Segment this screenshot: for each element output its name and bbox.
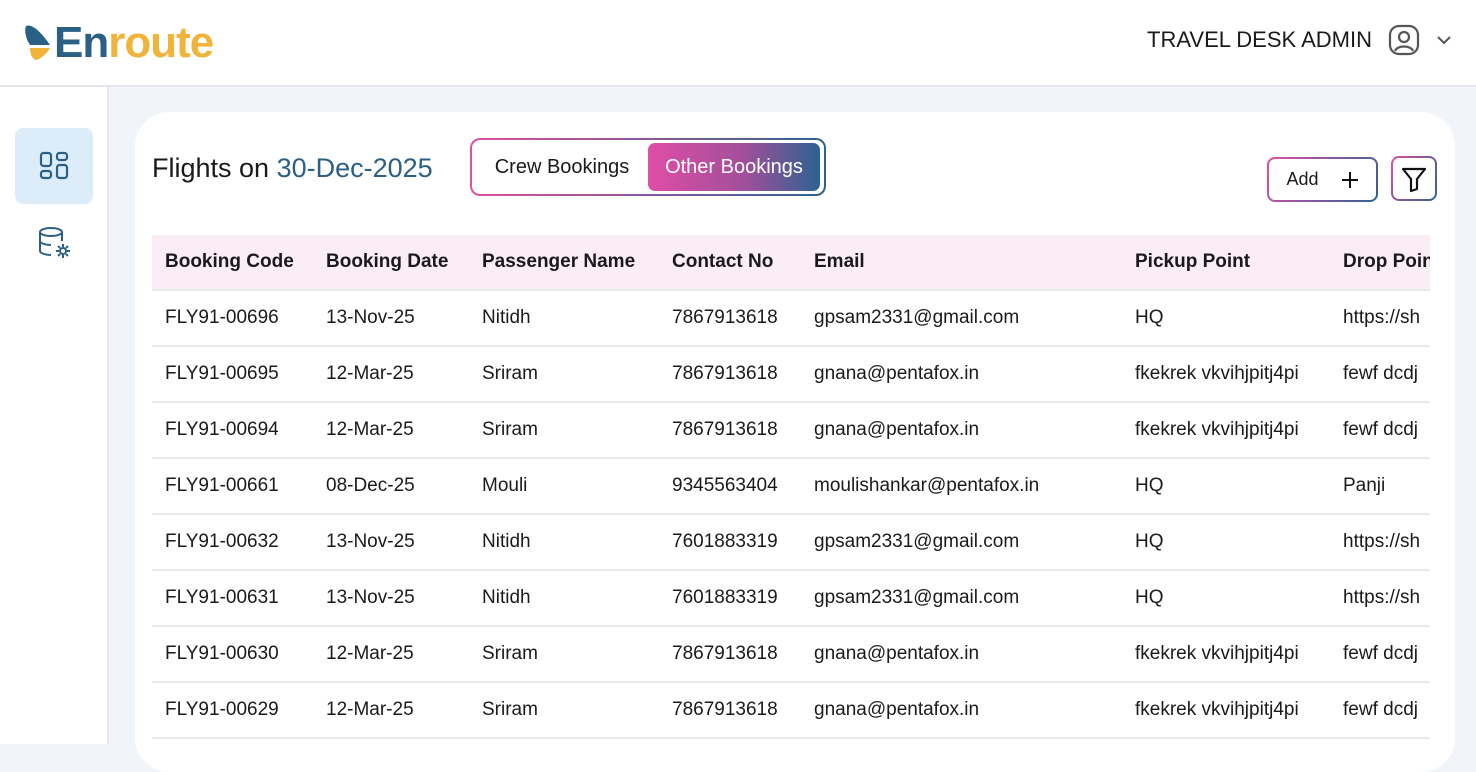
tab-other-bookings[interactable]: Other Bookings <box>648 143 820 191</box>
column-header[interactable]: Booking Code <box>152 235 313 291</box>
filter-icon <box>1401 167 1427 192</box>
table-cell: HQ <box>1122 570 1330 627</box>
column-header[interactable]: Contact No <box>659 235 801 291</box>
table-cell: FLY91-00695 <box>152 346 313 403</box>
table-cell: 7867913618 <box>659 682 801 739</box>
table-cell: FLY91-00696 <box>152 290 313 347</box>
logo-text-en: En <box>54 18 109 67</box>
title-prefix: Flights on <box>152 153 270 183</box>
table-cell: 13-Nov-25 <box>313 570 469 627</box>
table-cell: Sriram <box>469 682 659 739</box>
table-row[interactable]: FLY91-00631 13-Nov-25 Nitidh 7601883319 gpsa… <box>152 570 1430 627</box>
user-name: TRAVEL DESK ADMIN <box>1147 27 1372 52</box>
table-cell: gnana@pentafox.in <box>801 626 1122 683</box>
table-cell: fewf dcdj <box>1330 402 1430 459</box>
table-cell: gnana@pentafox.in <box>801 402 1122 459</box>
sidebar-item-database-settings[interactable] <box>15 204 93 280</box>
table-cell: gpsam2331@gmail.com <box>801 570 1122 627</box>
table-cell: 12-Mar-25 <box>313 682 469 739</box>
column-header[interactable]: Passenger Name <box>469 235 659 291</box>
table-cell: Nitidh <box>469 570 659 627</box>
table-cell: 13-Nov-25 <box>313 514 469 571</box>
table-cell: FLY91-00632 <box>152 514 313 571</box>
user-menu[interactable]: TRAVEL DESK ADMIN <box>1147 24 1452 56</box>
table-cell: fkekrek vkvihjpitj4pi <box>1122 346 1330 403</box>
table-cell: HQ <box>1122 514 1330 571</box>
filter-button[interactable] <box>1391 156 1437 201</box>
bookings-table: Booking Code Booking Date Passenger Name Co… <box>152 235 1430 739</box>
enroute-logo[interactable]: En route <box>24 18 214 68</box>
table-cell: Sriram <box>469 402 659 459</box>
plus-icon <box>1341 171 1358 188</box>
booking-type-toggle: Crew Bookings Other Bookings <box>470 138 826 196</box>
table-cell: HQ <box>1122 458 1330 515</box>
title-date: 30-Dec-2025 <box>276 153 433 183</box>
sidebar <box>0 87 109 744</box>
table-cell: 08-Dec-25 <box>313 458 469 515</box>
table-cell: FLY91-00631 <box>152 570 313 627</box>
add-label: Add <box>1286 169 1319 189</box>
user-avatar-icon <box>1388 24 1420 56</box>
table-row[interactable]: FLY91-00630 12-Mar-25 Sriram 7867913618 gnan… <box>152 626 1430 683</box>
table-cell: FLY91-00661 <box>152 458 313 515</box>
table-cell: Mouli <box>469 458 659 515</box>
table-cell: FLY91-00630 <box>152 626 313 683</box>
table-cell: 13-Nov-25 <box>313 290 469 347</box>
page-title: Flights on 30-Dec-2025 <box>152 153 433 184</box>
column-header[interactable]: Pickup Point <box>1122 235 1330 291</box>
column-header[interactable]: Email <box>801 235 1122 291</box>
table-cell: https://sh <box>1330 290 1430 347</box>
table-row[interactable]: FLY91-00694 12-Mar-25 Sriram 7867913618 gnan… <box>152 402 1430 459</box>
table-cell: Panji <box>1330 458 1430 515</box>
table-cell: Nitidh <box>469 290 659 347</box>
table-cell: https://sh <box>1330 570 1430 627</box>
table-cell: 7867913618 <box>659 290 801 347</box>
table-cell: 7867913618 <box>659 346 801 403</box>
table-cell: https://sh <box>1330 514 1430 571</box>
tab-crew-bookings[interactable]: Crew Bookings <box>494 155 630 178</box>
table-cell: gnana@pentafox.in <box>801 682 1122 739</box>
table-cell: fewf dcdj <box>1330 346 1430 403</box>
table-header-row: Booking Code Booking Date Passenger Name Co… <box>152 235 1430 291</box>
table-cell: FLY91-00694 <box>152 402 313 459</box>
table-cell: fkekrek vkvihjpitj4pi <box>1122 402 1330 459</box>
table-row[interactable]: FLY91-00629 12-Mar-25 Sriram 7867913618 gnan… <box>152 682 1430 739</box>
table-cell: gpsam2331@gmail.com <box>801 290 1122 347</box>
table-cell: 7601883319 <box>659 514 801 571</box>
table-cell: Nitidh <box>469 514 659 571</box>
table-cell: 7867913618 <box>659 402 801 459</box>
table-row[interactable]: FLY91-00695 12-Mar-25 Sriram 7867913618 gnan… <box>152 346 1430 403</box>
table-cell: 9345563404 <box>659 458 801 515</box>
table-cell: fewf dcdj <box>1330 626 1430 683</box>
column-header[interactable]: Drop Point <box>1330 235 1430 291</box>
column-header[interactable]: Booking Date <box>313 235 469 291</box>
table-cell: gpsam2331@gmail.com <box>801 514 1122 571</box>
table-row[interactable]: FLY91-00696 13-Nov-25 Nitidh 7867913618 gpsa… <box>152 290 1430 347</box>
table-cell: Sriram <box>469 346 659 403</box>
table-cell: fkekrek vkvihjpitj4pi <box>1122 682 1330 739</box>
table-cell: fewf dcdj <box>1330 682 1430 739</box>
table-cell: 12-Mar-25 <box>313 402 469 459</box>
logo-wing-icon <box>25 25 50 60</box>
table-cell: fkekrek vkvihjpitj4pi <box>1122 626 1330 683</box>
table-cell: 7867913618 <box>659 626 801 683</box>
logo-text-route: route <box>108 18 214 67</box>
table-cell: FLY91-00629 <box>152 682 313 739</box>
table-cell: 12-Mar-25 <box>313 626 469 683</box>
table-cell: moulishankar@pentafox.in <box>801 458 1122 515</box>
table-cell: 7601883319 <box>659 570 801 627</box>
add-button[interactable]: Add <box>1267 157 1378 202</box>
dashboard-icon <box>39 151 69 180</box>
chevron-down-icon[interactable] <box>1436 35 1452 45</box>
table-row[interactable]: FLY91-00661 08-Dec-25 Mouli 9345563404 mouli… <box>152 458 1430 515</box>
sidebar-item-dashboard[interactable] <box>15 128 93 204</box>
table-row[interactable]: FLY91-00632 13-Nov-25 Nitidh 7601883319 gpsa… <box>152 514 1430 571</box>
top-bar: En route TRAVEL DESK ADMIN <box>0 0 1476 87</box>
table-cell: 12-Mar-25 <box>313 346 469 403</box>
table-cell: gnana@pentafox.in <box>801 346 1122 403</box>
table-cell: HQ <box>1122 290 1330 347</box>
database-settings-icon <box>39 227 70 258</box>
table-cell: Sriram <box>469 626 659 683</box>
